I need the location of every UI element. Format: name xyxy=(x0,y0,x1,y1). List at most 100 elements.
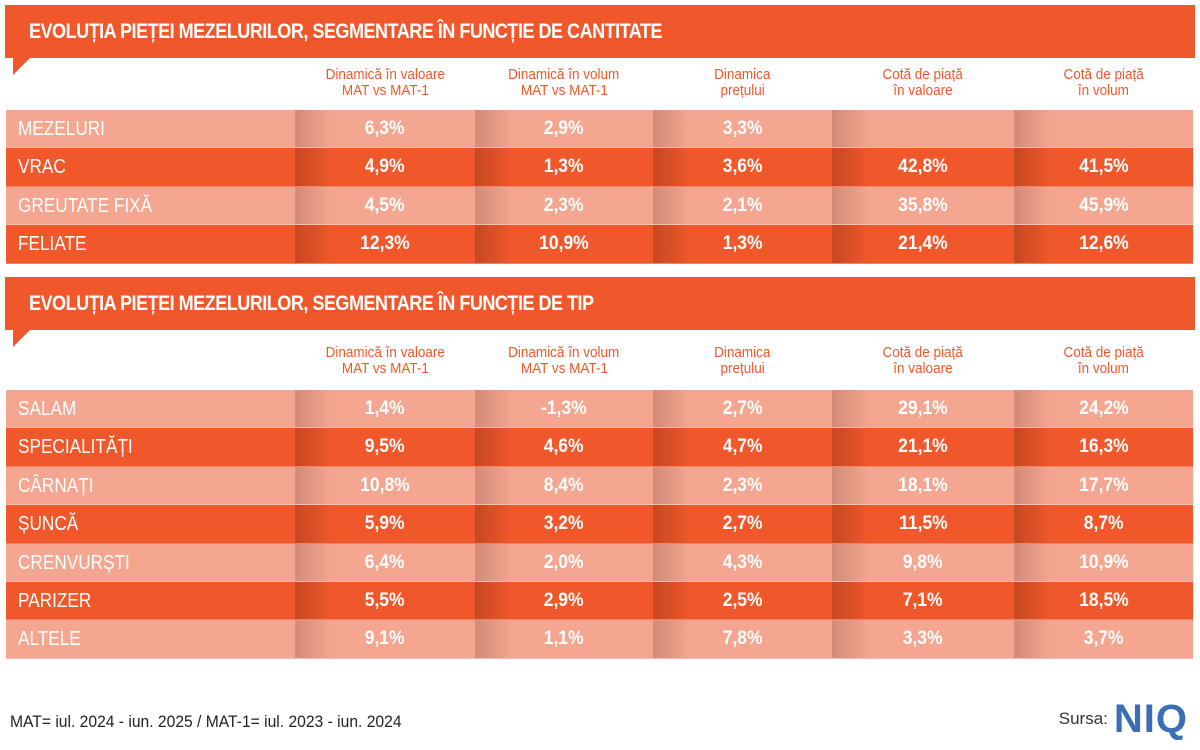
cell-value-share: 11,5% xyxy=(832,505,1014,543)
col-header-volume-dynamics: Dinamică în volum MAT vs MAT-1 xyxy=(508,344,620,377)
table-row: ȘUNCĂ 5,9% 3,2% 2,7% 11,5% 8,7% xyxy=(6,505,1193,544)
cell-volume-dynamics: 4,6% xyxy=(475,428,653,467)
cell-value-dynamics: 5,9% xyxy=(295,505,475,543)
cell-volume-share: 12,6% xyxy=(1014,225,1193,263)
table-title: EVOLUȚIA PIEȚEI MEZELURILOR, SEGMENTARE … xyxy=(29,292,594,315)
cell-value-share: 35,8% xyxy=(832,186,1014,225)
cell-volume-share: 10,9% xyxy=(1014,543,1193,582)
row-label: ALTELE xyxy=(18,628,81,651)
column-headers: Dinamică în valoare MAT vs MAT-1 Dinamică… xyxy=(0,67,1200,111)
row-label: PARIZER xyxy=(18,589,92,612)
cell-volume-dynamics: 1,1% xyxy=(475,620,653,659)
cell-value-share: 29,1% xyxy=(832,390,1014,428)
cell-value-dynamics: 12,3% xyxy=(295,225,475,263)
cell-volume-dynamics: 2,0% xyxy=(475,543,653,582)
source-attribution: Sursa: NIQ xyxy=(1059,698,1188,740)
table-row: CÂRNAȚI 10,8% 8,4% 2,3% 18,1% 17,7% xyxy=(6,466,1193,506)
cell-volume-share: 24,2% xyxy=(1014,390,1193,428)
table-row: MEZELURI 6,3% 2,9% 3,3% xyxy=(6,110,1193,149)
table-row: GREUTATE FIXĂ 4,5% 2,3% 2,1% 35,8% 45,9% xyxy=(6,186,1193,226)
table-title: EVOLUȚIA PIEȚEI MEZELURILOR, SEGMENTARE … xyxy=(29,20,663,43)
cell-price-dynamics: 4,7% xyxy=(653,428,832,467)
cell-volume-share xyxy=(1014,110,1193,148)
cell-price-dynamics: 2,3% xyxy=(653,466,832,505)
cell-volume-dynamics: 8,4% xyxy=(475,466,653,505)
cell-price-dynamics: 2,1% xyxy=(653,186,832,225)
cell-value-dynamics: 5,5% xyxy=(295,581,475,620)
cell-value-dynamics: 6,3% xyxy=(295,110,475,148)
table-title-banner-quantity: EVOLUȚIA PIEȚEI MEZELURILOR, SEGMENTARE … xyxy=(5,5,1195,75)
cell-value-dynamics: 6,4% xyxy=(295,543,475,582)
table-quantity-segmentation: MEZELURI 6,3% 2,9% 3,3% VRAC 4,9% 1,3% 3… xyxy=(6,110,1193,264)
cell-value-dynamics: 4,9% xyxy=(295,148,475,187)
table-type-segmentation: SALAM 1,4% -1,3% 2,7% 29,1% 24,2% SPECIA… xyxy=(6,390,1193,659)
cell-price-dynamics: 3,3% xyxy=(653,110,832,148)
cell-price-dynamics: 2,5% xyxy=(653,581,832,620)
cell-volume-share: 45,9% xyxy=(1014,186,1193,225)
banner-tail xyxy=(13,330,30,347)
table-row: PARIZER 5,5% 2,9% 2,5% 7,1% 18,5% xyxy=(6,581,1193,621)
cell-volume-dynamics: 3,2% xyxy=(475,505,653,543)
table-title-banner-type: EVOLUȚIA PIEȚEI MEZELURILOR, SEGMENTARE … xyxy=(5,277,1195,347)
col-header-value-share: Cotă de piață în valoare xyxy=(882,344,964,377)
row-label: SALAM xyxy=(18,398,77,420)
table-row: ALTELE 9,1% 1,1% 7,8% 3,3% 3,7% xyxy=(6,620,1193,659)
cell-value-share: 21,1% xyxy=(832,428,1014,467)
col-header-volume-share: Cotă de piață în volum xyxy=(1063,66,1144,99)
cell-value-dynamics: 9,1% xyxy=(295,620,475,659)
cell-value-dynamics: 1,4% xyxy=(295,390,475,428)
cell-value-share: 7,1% xyxy=(832,581,1014,620)
col-header-price-dynamics: Dinamica prețului xyxy=(714,66,771,99)
col-header-price-dynamics: Dinamica prețului xyxy=(714,344,771,377)
cell-volume-dynamics: 1,3% xyxy=(475,148,653,187)
table-row: FELIATE 12,3% 10,9% 1,3% 21,4% 12,6% xyxy=(6,225,1193,264)
row-label: GREUTATE FIXĂ xyxy=(18,194,153,217)
cell-value-share xyxy=(832,110,1014,148)
col-header-value-dynamics: Dinamică în valoare MAT vs MAT-1 xyxy=(325,344,445,377)
cell-value-dynamics: 4,5% xyxy=(295,186,475,225)
cell-volume-share: 8,7% xyxy=(1014,505,1193,543)
cell-price-dynamics: 4,3% xyxy=(653,543,832,582)
table-row: SPECIALITĂȚI 9,5% 4,6% 4,7% 21,1% 16,3% xyxy=(6,428,1193,467)
cell-volume-share: 18,5% xyxy=(1014,581,1193,620)
cell-price-dynamics: 7,8% xyxy=(653,620,832,659)
cell-volume-dynamics: -1,3% xyxy=(475,390,653,428)
table-row: SALAM 1,4% -1,3% 2,7% 29,1% 24,2% xyxy=(6,390,1193,429)
cell-volume-share: 3,7% xyxy=(1014,620,1193,659)
cell-value-share: 42,8% xyxy=(832,148,1014,187)
row-label: VRAC xyxy=(18,156,66,179)
col-header-value-dynamics: Dinamică în valoare MAT vs MAT-1 xyxy=(325,66,445,99)
cell-value-dynamics: 10,8% xyxy=(295,466,475,505)
col-header-volume-dynamics: Dinamică în volum MAT vs MAT-1 xyxy=(508,66,620,99)
table-row: VRAC 4,9% 1,3% 3,6% 42,8% 41,5% xyxy=(6,148,1193,187)
cell-volume-dynamics: 2,9% xyxy=(475,110,653,148)
cell-volume-share: 17,7% xyxy=(1014,466,1193,505)
niq-logo: NIQ xyxy=(1113,697,1188,741)
mat-footnote: MAT= iul. 2024 - iun. 2025 / MAT-1= iul.… xyxy=(10,712,402,731)
cell-price-dynamics: 2,7% xyxy=(653,505,832,543)
col-header-volume-share: Cotă de piață în volum xyxy=(1063,344,1144,377)
cell-price-dynamics: 3,6% xyxy=(653,148,832,187)
table-row: CRENVURȘTI 6,4% 2,0% 4,3% 9,8% 10,9% xyxy=(6,543,1193,582)
cell-value-share: 3,3% xyxy=(832,620,1014,659)
cell-value-dynamics: 9,5% xyxy=(295,428,475,467)
column-headers: Dinamică în valoare MAT vs MAT-1 Dinamică… xyxy=(0,345,1200,389)
cell-volume-share: 16,3% xyxy=(1014,428,1193,467)
row-label: CRENVURȘTI xyxy=(18,551,130,574)
cell-volume-dynamics: 2,3% xyxy=(475,186,653,225)
row-label: MEZELURI xyxy=(18,118,105,140)
source-label: Sursa: xyxy=(1058,709,1108,728)
cell-volume-dynamics: 2,9% xyxy=(475,581,653,620)
cell-price-dynamics: 2,7% xyxy=(653,390,832,428)
cell-value-share: 21,4% xyxy=(832,225,1014,263)
row-label: SPECIALITĂȚI xyxy=(18,436,133,459)
cell-price-dynamics: 1,3% xyxy=(653,225,832,263)
row-label: FELIATE xyxy=(18,233,87,256)
cell-value-share: 9,8% xyxy=(832,543,1014,582)
cell-volume-dynamics: 10,9% xyxy=(475,225,653,263)
banner-tail xyxy=(13,58,30,75)
cell-value-share: 18,1% xyxy=(832,466,1014,505)
cell-volume-share: 41,5% xyxy=(1014,148,1193,187)
row-label: CÂRNAȚI xyxy=(18,474,94,497)
col-header-value-share: Cotă de piață în valoare xyxy=(882,66,964,99)
